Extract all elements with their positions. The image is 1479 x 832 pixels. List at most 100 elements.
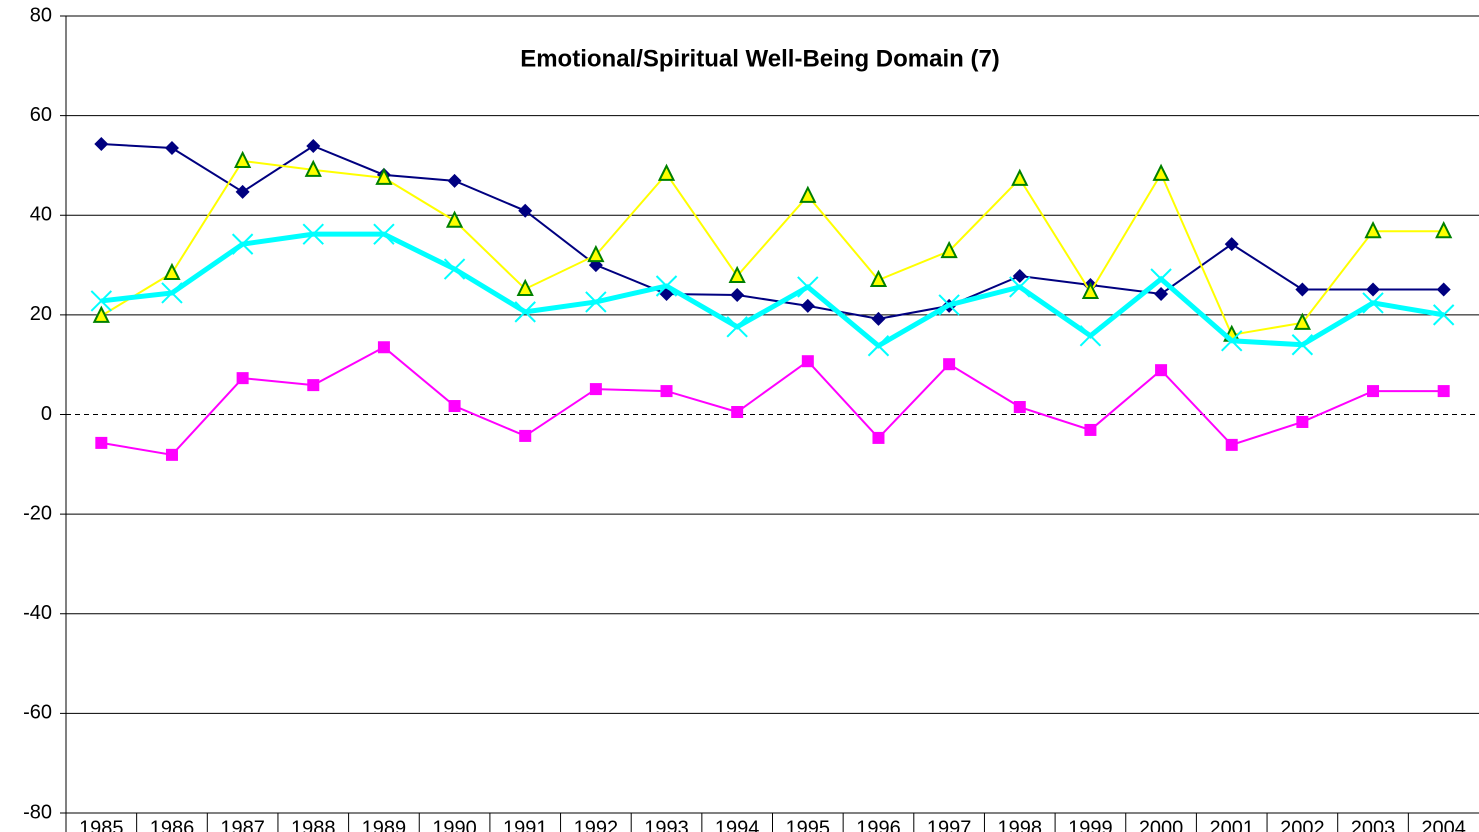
diamond-marker	[730, 287, 745, 302]
series-line	[101, 143, 1444, 320]
square-marker	[95, 436, 108, 449]
series-line	[100, 159, 1444, 336]
x-marker	[797, 276, 819, 298]
triangle-marker	[657, 163, 676, 181]
triangle-marker	[799, 185, 817, 203]
triangle-marker	[1081, 281, 1100, 299]
square-marker	[1084, 423, 1097, 436]
diamond-marker	[800, 298, 815, 313]
diamond-marker	[235, 184, 250, 199]
triangle-marker	[1364, 220, 1382, 239]
triangle-marker	[940, 240, 958, 259]
y-tick-label: 0	[41, 403, 52, 425]
x-tick-label: 1991	[503, 817, 548, 832]
square-marker	[1437, 385, 1450, 398]
diamond-marker	[1366, 282, 1381, 297]
square-marker	[519, 429, 532, 442]
x-tick-label: 1987	[220, 817, 265, 832]
diamond-marker	[871, 311, 886, 326]
x-tick-label: 2002	[1280, 817, 1325, 832]
x-tick-label: 1989	[362, 817, 407, 832]
diamond-marker	[1224, 237, 1239, 252]
y-tick-label: 60	[30, 104, 52, 126]
square-marker	[307, 379, 320, 392]
y-tick-label: -60	[23, 702, 52, 724]
x-marker	[1221, 330, 1243, 352]
triangle-marker	[304, 159, 322, 177]
square-marker	[872, 431, 885, 444]
x-marker	[867, 335, 890, 357]
x-tick-label: 1985	[79, 817, 124, 832]
square-marker	[731, 406, 744, 419]
diamond-marker	[94, 137, 109, 152]
square-marker	[1367, 385, 1380, 398]
triangle-marker	[869, 269, 888, 288]
x-tick-label: 2000	[1139, 817, 1184, 832]
x-marker	[1432, 304, 1455, 326]
x-marker	[1009, 276, 1031, 298]
diamond-marker	[164, 141, 179, 156]
diamond-marker	[1154, 286, 1169, 301]
x-tick-label: 1986	[150, 817, 195, 832]
diamond-marker	[1012, 269, 1027, 284]
x-tick-label: 1990	[432, 817, 477, 832]
y-tick-label: 20	[30, 303, 52, 325]
square-marker	[660, 385, 673, 398]
x-marker	[1079, 325, 1102, 347]
y-tick-label: -40	[23, 602, 52, 624]
triangle-marker	[234, 150, 252, 168]
triangle-marker	[375, 167, 393, 185]
square-marker	[1225, 438, 1238, 451]
square-marker	[801, 355, 814, 368]
triangle-marker	[587, 244, 605, 263]
x-marker	[302, 223, 324, 245]
triangle-marker	[1011, 168, 1029, 186]
x-tick-label: 1995	[786, 817, 831, 832]
square-marker	[236, 372, 249, 385]
x-tick-label: 2001	[1209, 817, 1254, 832]
y-tick-label: -80	[23, 801, 52, 823]
x-marker	[1291, 334, 1314, 356]
x-tick-label: 1996	[856, 817, 901, 832]
diamond-marker	[1436, 282, 1451, 297]
x-marker	[655, 275, 678, 297]
x-tick-label: 1997	[927, 817, 972, 832]
square-marker	[1013, 401, 1026, 414]
triangle-marker	[728, 265, 746, 284]
x-marker	[514, 301, 536, 323]
series-line	[101, 231, 1445, 349]
x-marker	[726, 316, 748, 338]
triangle-marker	[516, 278, 534, 296]
triangle-marker	[92, 305, 110, 323]
x-tick-label: 2003	[1351, 817, 1396, 832]
triangle-marker	[1293, 312, 1311, 330]
x-marker	[585, 291, 607, 313]
square-marker	[589, 383, 602, 396]
x-tick-label: 2004	[1421, 817, 1466, 832]
square-marker	[448, 400, 461, 413]
square-marker	[1296, 415, 1309, 428]
x-marker	[161, 282, 183, 304]
x-tick-label: 1992	[574, 817, 619, 832]
triangle-marker	[445, 210, 464, 228]
x-marker	[1362, 292, 1384, 314]
chart-title: Emotional/Spiritual Well-Being Domain (7…	[520, 45, 1000, 72]
x-tick-label: 1999	[1068, 817, 1113, 832]
x-marker	[373, 223, 395, 245]
triangle-marker	[1435, 220, 1453, 239]
square-marker	[377, 341, 390, 354]
diamond-marker	[447, 173, 462, 188]
series-line	[101, 346, 1444, 456]
x-marker	[1150, 268, 1172, 290]
square-marker	[165, 448, 178, 461]
x-marker	[938, 294, 960, 316]
diamond-marker	[518, 203, 533, 218]
triangle-marker	[163, 262, 181, 281]
diamond-marker	[1295, 282, 1310, 297]
triangle-marker	[1152, 163, 1170, 181]
x-marker	[443, 258, 466, 280]
y-tick-label: 40	[30, 204, 52, 226]
x-tick-label: 1994	[715, 817, 760, 832]
square-marker	[943, 358, 956, 371]
